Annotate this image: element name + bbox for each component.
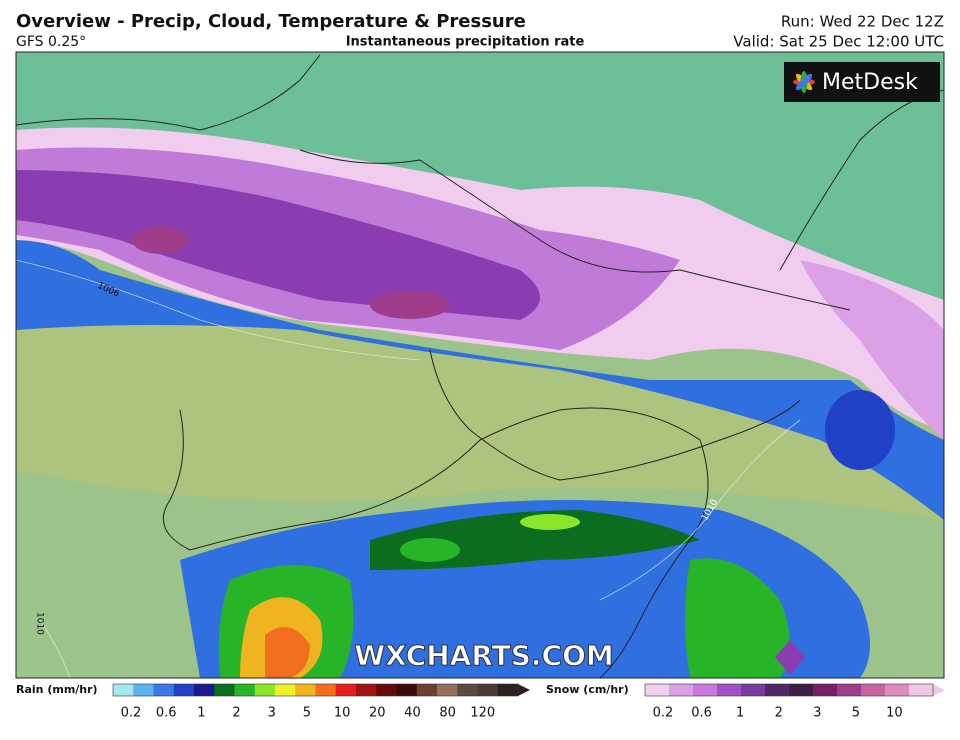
color-swatch [497, 684, 519, 696]
color-swatch [416, 684, 438, 696]
color-swatch [153, 684, 175, 696]
color-swatch [335, 684, 357, 696]
map: 1006 1010 1010 MetDesk WXCHARTS.COM [15, 51, 945, 679]
valid: Valid: Sat 25 Dec 12:00 UTC [733, 33, 944, 51]
color-swatch [275, 684, 296, 696]
color-swatch [437, 684, 458, 696]
model: GFS 0.25° [16, 34, 86, 50]
color-bar-frame [644, 683, 934, 697]
color-swatch [173, 684, 195, 696]
color-swatch [741, 684, 766, 696]
logo: MetDesk [784, 62, 940, 102]
tick-label: 2 [775, 706, 783, 721]
color-swatch [861, 684, 886, 696]
isobar-label: 1010 [35, 612, 45, 635]
rain-label: Rain (mm/hr) [16, 683, 98, 696]
color-swatch [885, 684, 910, 696]
color-swatch [214, 684, 235, 696]
color-swatch [234, 684, 256, 696]
tick-label: 20 [369, 706, 386, 721]
color-swatch [254, 684, 276, 696]
tick-label: 120 [470, 706, 495, 721]
tick-label: 3 [268, 706, 276, 721]
subtitle: Instantaneous precipitation rate [346, 35, 585, 50]
tick-label: 0.2 [653, 706, 674, 721]
color-swatch [789, 684, 814, 696]
run: Run: Wed 22 Dec 12Z [781, 13, 944, 31]
tick-label: 5 [303, 706, 311, 721]
snow-label: Snow (cm/hr) [546, 683, 629, 696]
tick-label: 0.2 [121, 706, 142, 721]
tick-label: 1 [736, 706, 744, 721]
color-swatch [295, 684, 316, 696]
tick-label: 80 [439, 706, 456, 721]
color-swatch [909, 684, 934, 696]
logo-text: MetDesk [822, 70, 918, 95]
color-swatch [457, 684, 478, 696]
color-swatch [356, 684, 377, 696]
tick-label: 0.6 [691, 706, 712, 721]
color-swatch [396, 684, 418, 696]
tick-label: 3 [813, 706, 821, 721]
color-swatch [315, 684, 337, 696]
color-swatch [765, 684, 790, 696]
color-swatch [813, 684, 838, 696]
tick-label: 10 [334, 706, 351, 721]
color-swatch [717, 684, 742, 696]
color-arrow [518, 684, 530, 696]
color-swatch [837, 684, 862, 696]
color-swatch [693, 684, 718, 696]
tick-label: 40 [404, 706, 421, 721]
title: Overview - Precip, Cloud, Temperature & … [16, 11, 526, 32]
watermark: WXCHARTS.COM [354, 639, 614, 672]
color-swatch [376, 684, 397, 696]
color-swatch [645, 684, 670, 696]
color-swatch [133, 684, 154, 696]
color-swatch [194, 684, 215, 696]
color-swatch [477, 684, 499, 696]
tick-label: 5 [852, 706, 860, 721]
color-bar-frame [112, 683, 519, 697]
color-arrow [933, 684, 945, 696]
tick-label: 1 [197, 706, 205, 721]
tick-label: 0.6 [156, 706, 177, 721]
tick-label: 10 [886, 706, 903, 721]
tick-label: 2 [232, 706, 240, 721]
color-swatch [113, 684, 134, 696]
color-swatch [669, 684, 694, 696]
legend: Rain (mm/hr) Snow (cm/hr) 0.2 0.6 1 2 3 5 10 20… [16, 683, 945, 721]
